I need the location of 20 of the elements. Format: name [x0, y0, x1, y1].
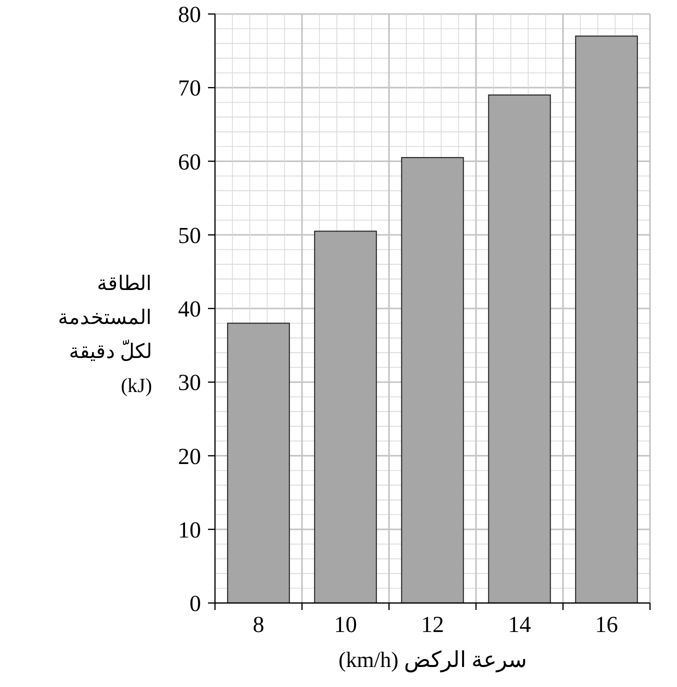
y-tick-label: 30 — [178, 370, 201, 396]
bar — [314, 230, 377, 604]
bar — [401, 157, 464, 604]
y-tick-label: 0 — [190, 591, 201, 616]
y-tick-label: 50 — [178, 222, 201, 248]
y-tick-label: 40 — [178, 296, 201, 322]
y-tick-label: 60 — [178, 149, 201, 174]
y-tick-label: 20 — [178, 444, 201, 469]
x-axis-title: سرعة الركض (km/h) — [338, 647, 526, 673]
y-tick-label: 10 — [178, 517, 201, 542]
bar — [227, 322, 290, 604]
y-tick-label: 70 — [178, 76, 201, 101]
bar — [488, 94, 551, 604]
x-tick-label: 10 — [334, 612, 357, 637]
y-tick-label: 80 — [178, 2, 201, 27]
x-tick-label: 12 — [421, 612, 444, 637]
x-tick-label: 14 — [508, 612, 532, 637]
x-tick-label: 16 — [595, 612, 618, 637]
x-tick-label: 8 — [252, 612, 264, 637]
bar — [575, 36, 638, 604]
